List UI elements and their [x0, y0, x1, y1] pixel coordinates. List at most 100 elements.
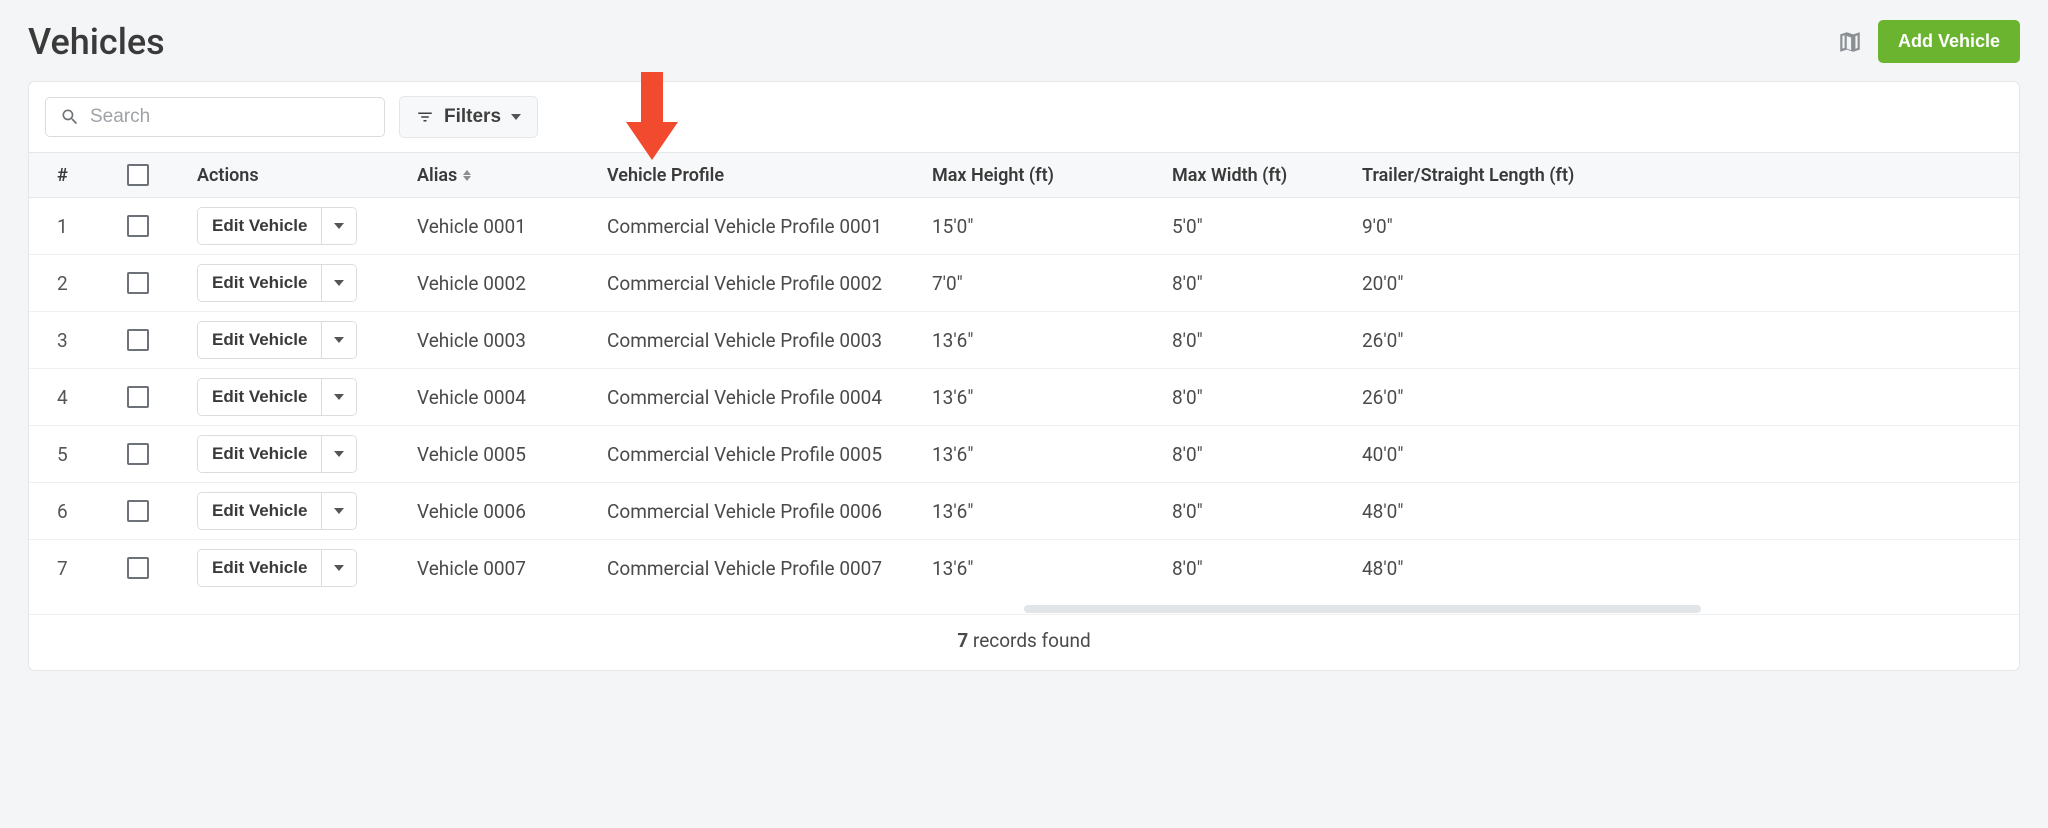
filter-icon: [416, 108, 434, 126]
col-actions: Actions: [197, 165, 417, 186]
chevron-down-icon: [511, 114, 521, 120]
row-checkbox[interactable]: [127, 329, 149, 351]
cell-trailer-length: 48'0": [1362, 500, 2019, 523]
cell-trailer-length: 26'0": [1362, 386, 2019, 409]
row-number: 7: [57, 557, 127, 580]
search-icon: [60, 107, 80, 127]
filters-button[interactable]: Filters: [399, 96, 538, 138]
row-number: 2: [57, 272, 127, 295]
cell-max-height: 15'0": [932, 215, 1172, 238]
edit-vehicle-button[interactable]: Edit Vehicle: [198, 493, 321, 529]
row-number: 5: [57, 443, 127, 466]
page-title: Vehicles: [28, 21, 165, 63]
cell-trailer-length: 48'0": [1362, 557, 2019, 580]
cell-trailer-length: 40'0": [1362, 443, 2019, 466]
chevron-down-icon: [334, 337, 344, 343]
edit-vehicle-dropdown[interactable]: [321, 208, 356, 244]
table-row: 5 Edit Vehicle Vehicle 0005Commercial Vehi…: [29, 426, 2019, 483]
records-footer: 7 records found: [29, 614, 2019, 670]
sort-icon: [463, 170, 471, 181]
cell-vehicle-profile: Commercial Vehicle Profile 0002: [607, 272, 932, 295]
row-number: 3: [57, 329, 127, 352]
row-checkbox[interactable]: [127, 557, 149, 579]
row-checkbox[interactable]: [127, 272, 149, 294]
chevron-down-icon: [334, 565, 344, 571]
row-checkbox[interactable]: [127, 215, 149, 237]
records-count: 7: [957, 629, 968, 652]
edit-vehicle-dropdown[interactable]: [321, 436, 356, 472]
row-checkbox[interactable]: [127, 443, 149, 465]
cell-max-height: 13'6": [932, 386, 1172, 409]
select-all-checkbox[interactable]: [127, 164, 149, 186]
vehicles-panel: Filters # Actions Alias Vehicle Profile …: [28, 81, 2020, 671]
col-number[interactable]: #: [57, 165, 127, 186]
row-checkbox[interactable]: [127, 500, 149, 522]
col-max-height[interactable]: Max Height (ft): [932, 165, 1172, 186]
cell-alias: Vehicle 0004: [417, 386, 607, 409]
map-icon[interactable]: [1836, 28, 1864, 56]
chevron-down-icon: [334, 223, 344, 229]
cell-alias: Vehicle 0003: [417, 329, 607, 352]
table-header: # Actions Alias Vehicle Profile Max Heig…: [29, 152, 2019, 198]
edit-vehicle-dropdown[interactable]: [321, 550, 356, 586]
horizontal-scrollbar[interactable]: [29, 604, 2019, 614]
row-number: 1: [57, 215, 127, 238]
cell-vehicle-profile: Commercial Vehicle Profile 0006: [607, 500, 932, 523]
cell-vehicle-profile: Commercial Vehicle Profile 0004: [607, 386, 932, 409]
cell-trailer-length: 26'0": [1362, 329, 2019, 352]
cell-max-height: 13'6": [932, 500, 1172, 523]
table-row: 4 Edit Vehicle Vehicle 0004Commercial Vehi…: [29, 369, 2019, 426]
cell-alias: Vehicle 0006: [417, 500, 607, 523]
cell-max-width: 8'0": [1172, 557, 1362, 580]
cell-alias: Vehicle 0005: [417, 443, 607, 466]
cell-alias: Vehicle 0001: [417, 215, 607, 238]
edit-vehicle-button[interactable]: Edit Vehicle: [198, 208, 321, 244]
cell-max-width: 8'0": [1172, 443, 1362, 466]
cell-trailer-length: 20'0": [1362, 272, 2019, 295]
row-checkbox[interactable]: [127, 386, 149, 408]
edit-vehicle-dropdown[interactable]: [321, 379, 356, 415]
cell-trailer-length: 9'0": [1362, 215, 2019, 238]
cell-alias: Vehicle 0007: [417, 557, 607, 580]
search-field-wrap[interactable]: [45, 97, 385, 137]
edit-vehicle-dropdown[interactable]: [321, 265, 356, 301]
table-row: 1 Edit Vehicle Vehicle 0001Commercial Vehi…: [29, 198, 2019, 255]
cell-max-height: 7'0": [932, 272, 1172, 295]
col-max-width[interactable]: Max Width (ft): [1172, 165, 1362, 186]
cell-max-height: 13'6": [932, 329, 1172, 352]
cell-max-width: 8'0": [1172, 329, 1362, 352]
edit-vehicle-button[interactable]: Edit Vehicle: [198, 265, 321, 301]
cell-max-height: 13'6": [932, 443, 1172, 466]
col-vehicle-profile[interactable]: Vehicle Profile: [607, 165, 932, 186]
col-alias[interactable]: Alias: [417, 165, 607, 186]
col-alias-label: Alias: [417, 165, 457, 186]
edit-vehicle-button[interactable]: Edit Vehicle: [198, 379, 321, 415]
cell-max-width: 8'0": [1172, 386, 1362, 409]
cell-vehicle-profile: Commercial Vehicle Profile 0001: [607, 215, 932, 238]
row-number: 4: [57, 386, 127, 409]
records-suffix: records found: [968, 629, 1090, 652]
cell-vehicle-profile: Commercial Vehicle Profile 0003: [607, 329, 932, 352]
row-number: 6: [57, 500, 127, 523]
chevron-down-icon: [334, 280, 344, 286]
table-row: 7Edit VehicleVehicle 0007Commercial Vehi…: [29, 540, 2019, 596]
edit-vehicle-dropdown[interactable]: [321, 322, 356, 358]
table-row: 3 Edit Vehicle Vehicle 0003Commercial Vehi…: [29, 312, 2019, 369]
edit-vehicle-button[interactable]: Edit Vehicle: [198, 322, 321, 358]
cell-max-width: 8'0": [1172, 500, 1362, 523]
cell-max-height: 13'6": [932, 557, 1172, 580]
cell-max-width: 8'0": [1172, 272, 1362, 295]
filters-label: Filters: [444, 106, 501, 128]
cell-vehicle-profile: Commercial Vehicle Profile 0005: [607, 443, 932, 466]
edit-vehicle-dropdown[interactable]: [321, 493, 356, 529]
table-row: 6 Edit Vehicle Vehicle 0006Commercial Vehi…: [29, 483, 2019, 540]
chevron-down-icon: [334, 394, 344, 400]
edit-vehicle-button[interactable]: Edit Vehicle: [198, 550, 321, 586]
chevron-down-icon: [334, 451, 344, 457]
edit-vehicle-button[interactable]: Edit Vehicle: [198, 436, 321, 472]
cell-alias: Vehicle 0002: [417, 272, 607, 295]
col-trailer-length[interactable]: Trailer/Straight Length (ft): [1362, 165, 2019, 186]
add-vehicle-button[interactable]: Add Vehicle: [1878, 20, 2020, 63]
scrollbar-thumb[interactable]: [1024, 605, 1701, 613]
search-input[interactable]: [90, 106, 370, 128]
